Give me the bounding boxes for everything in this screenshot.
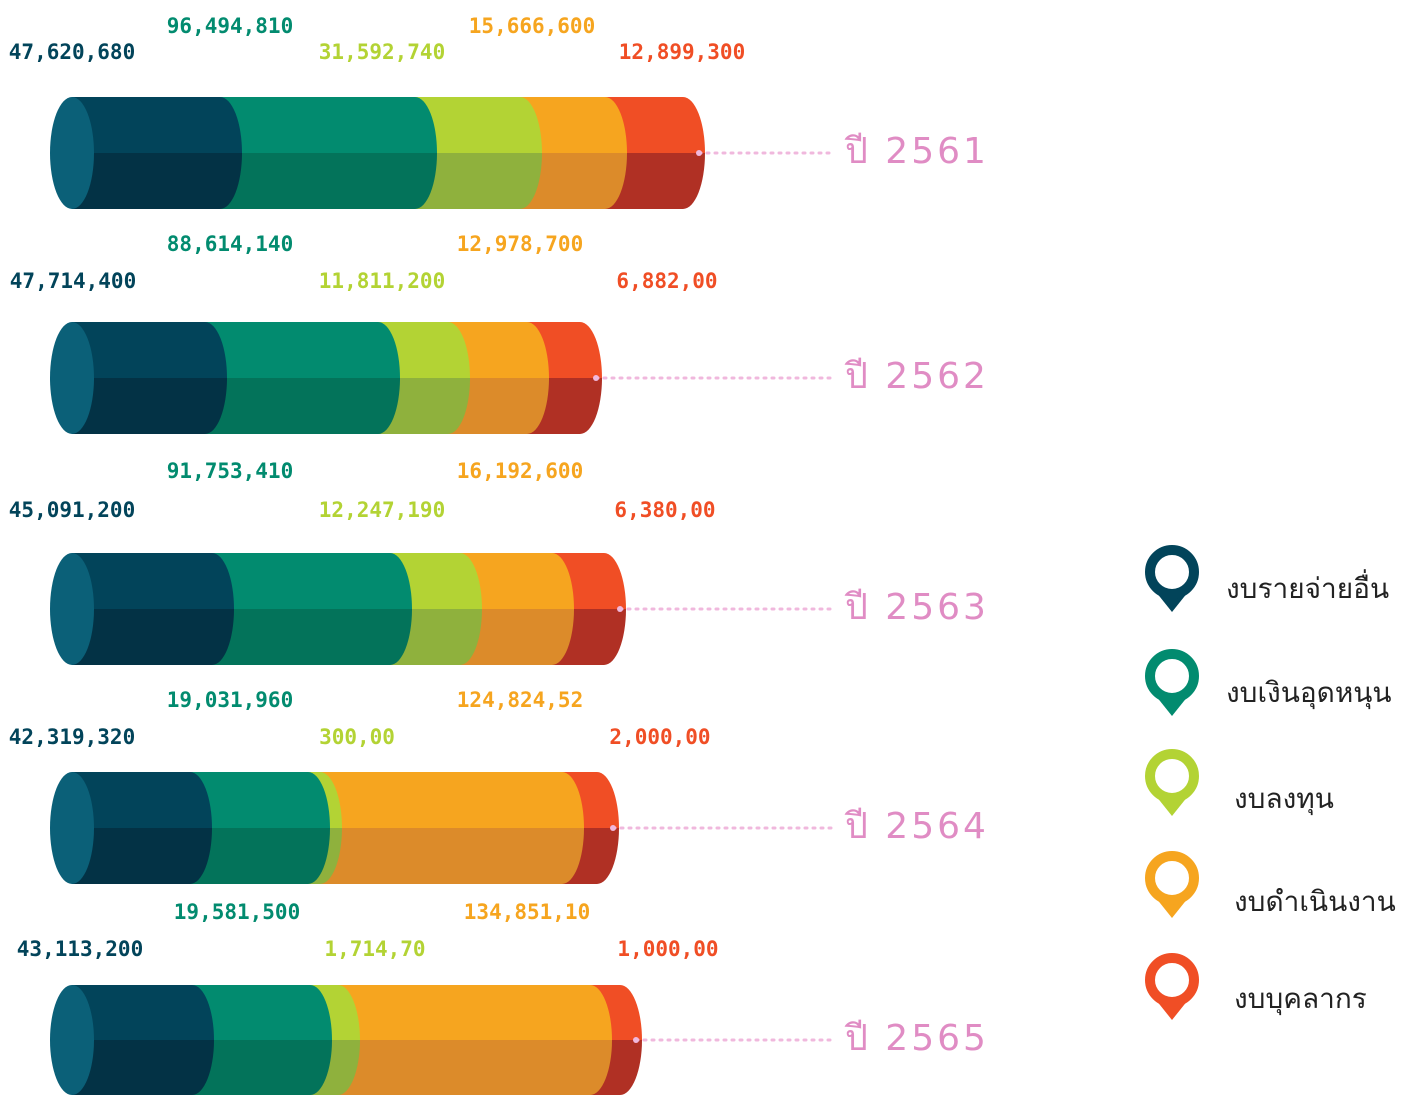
cylinder <box>50 772 619 884</box>
segment-label: 42,319,320 <box>9 725 135 749</box>
segment-label: 88,614,140 <box>167 232 293 256</box>
segment-label: 12,978,700 <box>457 232 583 256</box>
dot <box>633 1037 639 1043</box>
segment-label: 45,091,200 <box>9 498 135 522</box>
cylinder <box>50 985 642 1095</box>
cylinder-cap <box>50 97 94 209</box>
cylinder-cap <box>50 322 94 434</box>
legend-pin <box>1145 649 1199 716</box>
dot <box>696 150 702 156</box>
legend-pin <box>1145 545 1199 612</box>
segment-label: 12,247,190 <box>319 498 445 522</box>
year-label: ปี 2564 <box>844 806 989 847</box>
segment-label: 96,494,810 <box>167 14 293 38</box>
segment-label: 19,031,960 <box>167 688 293 712</box>
dot <box>610 825 616 831</box>
segment-label: 2,000,00 <box>609 725 710 749</box>
segment-bottom <box>72 378 227 434</box>
segment-top <box>72 97 242 153</box>
segment-label: 15,666,600 <box>469 14 595 38</box>
segment-label: 43,113,200 <box>17 937 143 961</box>
segment-label: 6,882,00 <box>616 269 717 293</box>
pin-ring <box>1145 545 1199 599</box>
segment-top <box>72 985 214 1040</box>
segment-label: 134,851,10 <box>464 900 590 924</box>
cylinder <box>50 97 705 209</box>
segment-top <box>72 322 227 378</box>
segment-label: 31,592,740 <box>319 40 445 64</box>
segment-label: 19,581,500 <box>174 900 300 924</box>
legend-label: งบรายจ่ายอื่น <box>1226 569 1389 605</box>
dot <box>617 606 623 612</box>
legend-label: งบดำเนินงาน <box>1234 885 1396 918</box>
segment-bottom <box>72 609 234 665</box>
pin-ring <box>1145 851 1199 905</box>
segment-label: 16,192,600 <box>457 459 583 483</box>
segment-label: 47,620,680 <box>9 40 135 64</box>
legend-label: งบเงินอุดหนุน <box>1226 676 1392 710</box>
year-label: ปี 2561 <box>844 131 989 172</box>
cylinder-cap <box>50 772 94 884</box>
segment-label: 11,811,200 <box>319 269 445 293</box>
cylinder <box>50 553 626 665</box>
cylinder-cap <box>50 553 94 665</box>
cylinder-cap <box>50 985 94 1095</box>
segment-label: 124,824,52 <box>457 688 583 712</box>
segment-label: 6,380,00 <box>614 498 715 522</box>
segment-bottom <box>72 1040 214 1095</box>
dot <box>593 375 599 381</box>
segment-label: 91,753,410 <box>167 459 293 483</box>
legend-pin <box>1145 851 1199 918</box>
segment-label: 1,000,00 <box>617 937 718 961</box>
year-label: ปี 2563 <box>844 587 989 628</box>
year-label: ปี 2565 <box>844 1018 989 1059</box>
segment-label: 1,714,70 <box>324 937 425 961</box>
pin-ring <box>1145 953 1199 1007</box>
segment-top <box>72 553 234 609</box>
segment-label: 300,00 <box>319 725 395 749</box>
segment-bottom <box>72 153 242 209</box>
legend-pin <box>1145 749 1199 816</box>
segment-label: 12,899,300 <box>619 40 745 64</box>
cylinder <box>50 322 602 434</box>
legend-label: งบบุคลากร <box>1234 982 1367 1016</box>
segment-top <box>72 772 212 828</box>
legend-pin <box>1145 953 1199 1020</box>
segment-bottom <box>72 828 212 884</box>
pin-ring <box>1145 749 1199 803</box>
pin-ring <box>1145 649 1199 703</box>
year-label: ปี 2562 <box>844 356 989 397</box>
segment-label: 47,714,400 <box>10 269 136 293</box>
legend-label: งบลงทุน <box>1234 782 1334 816</box>
